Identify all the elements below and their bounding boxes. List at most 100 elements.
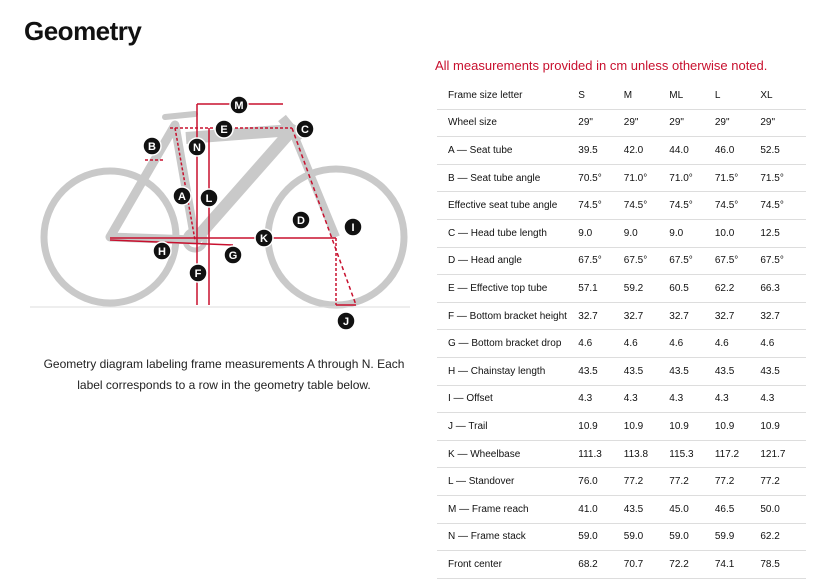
diagram-label: I <box>351 222 354 234</box>
cell: 9.0 <box>623 219 670 248</box>
row-label: L — Standover <box>437 467 579 496</box>
cell: 29" <box>760 109 806 138</box>
cell: 52.5 <box>760 136 806 165</box>
cell: 72.2 <box>669 550 715 579</box>
steering-axis <box>291 127 357 306</box>
cell: 4.3 <box>623 385 670 414</box>
cell: 10.9 <box>623 412 670 441</box>
cell: 115.3 <box>669 440 715 469</box>
row-label: J — Trail <box>437 412 579 441</box>
cell: 71.0° <box>669 164 715 193</box>
cell: S <box>578 82 624 110</box>
cell: 45.0 <box>669 495 715 524</box>
cell: 117.2 <box>714 440 761 469</box>
cell: 9.0 <box>669 219 715 248</box>
table-row: L — Standover 76.0 77.2 77.2 77.2 77.2 <box>437 467 806 496</box>
cell: 4.6 <box>714 329 761 358</box>
row-label: A — Seat tube <box>437 136 579 165</box>
cell: 66.3 <box>760 274 806 303</box>
cell: 76.0 <box>578 467 624 496</box>
cell: 111.3 <box>578 440 624 469</box>
table-row: C — Head tube length 9.0 9.0 9.0 10.0 12.5 <box>437 219 806 248</box>
cell: ML <box>669 82 715 110</box>
cell: 121.7 <box>760 440 806 469</box>
cell: 4.6 <box>578 329 624 358</box>
cell: XL <box>760 82 806 110</box>
cell: 32.7 <box>760 302 806 331</box>
cell: 59.2 <box>623 274 670 303</box>
diagram-label: D <box>297 215 305 227</box>
cell: 62.2 <box>714 274 761 303</box>
label-badge <box>254 228 274 248</box>
bike-drawing <box>40 111 408 309</box>
cell: 43.5 <box>714 357 761 386</box>
cell: 59.0 <box>669 523 715 552</box>
cell: 59.9 <box>714 523 761 552</box>
cell: 59.0 <box>623 523 670 552</box>
row-label: K — Wheelbase <box>437 440 579 469</box>
cell: 4.6 <box>760 329 806 358</box>
label-badge <box>188 263 208 283</box>
cell: 32.7 <box>623 302 670 331</box>
cell: 113.8 <box>623 440 670 469</box>
label-badge <box>142 136 162 156</box>
chainstay-line <box>109 239 234 246</box>
table-row: E — Effective top tube 57.1 59.2 60.5 62.2 66… <box>437 274 806 303</box>
cell: 71.5° <box>760 164 806 193</box>
cell: 50.0 <box>760 495 806 524</box>
table-row: K — Wheelbase 111.3 113.8 115.3 117.2 121.7 <box>437 440 806 469</box>
row-label: D — Head angle <box>437 247 579 276</box>
table-row: D — Head angle 67.5° 67.5° 67.5° 67.5° 67.5° <box>437 247 806 276</box>
diagram-label: N <box>193 142 201 154</box>
table-row: N — Frame stack 59.0 59.0 59.0 59.9 62.2 <box>437 523 806 552</box>
cell: 74.5° <box>578 191 624 220</box>
cell: 4.3 <box>760 385 806 414</box>
units-note: All measurements provided in cm unless o… <box>435 58 768 73</box>
cell: 59.0 <box>578 523 624 552</box>
cell: 70.7 <box>623 550 670 579</box>
cell: 10.9 <box>669 412 715 441</box>
cell: 41.0 <box>578 495 624 524</box>
cell: 29" <box>669 109 715 138</box>
cell: 32.7 <box>669 302 715 331</box>
cell: 62.2 <box>760 523 806 552</box>
cell: 29" <box>714 109 761 138</box>
cell: 46.5 <box>714 495 761 524</box>
label-badge <box>187 137 207 157</box>
cell: 10.9 <box>714 412 761 441</box>
cell: 43.5 <box>623 357 670 386</box>
header-row: Frame size letter S M ML L XL <box>437 82 806 110</box>
row-label: B — Seat tube angle <box>437 164 579 193</box>
label-badge <box>229 95 249 115</box>
cell: 4.3 <box>714 385 761 414</box>
saddle <box>162 111 198 120</box>
row-label: N — Frame stack <box>437 523 579 552</box>
cell: 74.1 <box>714 550 761 579</box>
row-label: I — Offset <box>437 385 579 414</box>
cell: 4.6 <box>669 329 715 358</box>
cell: M <box>623 82 670 110</box>
cell: 10.9 <box>760 412 806 441</box>
diagram-label: B <box>148 141 156 153</box>
diagram-label: F <box>195 268 202 280</box>
row-label: F — Bottom bracket height <box>437 302 579 331</box>
row-label: Frame size letter <box>437 82 579 110</box>
cell: 67.5° <box>714 247 761 276</box>
cell: 68.2 <box>578 550 624 579</box>
row-label: Effective seat tube angle <box>437 191 579 220</box>
diagram-label: L <box>206 193 213 205</box>
label-badge <box>291 210 311 230</box>
table-row: Front center 68.2 70.7 72.2 74.1 78.5 <box>437 550 806 579</box>
cell: 9.0 <box>578 219 624 248</box>
diagram-label: H <box>158 246 166 258</box>
crank <box>182 227 208 253</box>
table-row: I — Offset 4.3 4.3 4.3 4.3 4.3 <box>437 385 806 414</box>
table-row: B — Seat tube angle 70.5° 71.0° 71.0° 71.5° 7… <box>437 164 806 193</box>
table-row: J — Trail 10.9 10.9 10.9 10.9 10.9 <box>437 412 806 441</box>
cell: 43.5 <box>578 357 624 386</box>
table-row: M — Frame reach 41.0 43.5 45.0 46.5 50.0 <box>437 495 806 524</box>
diagram-label: C <box>301 124 309 136</box>
cell: 74.5° <box>623 191 670 220</box>
label-badge <box>343 217 363 237</box>
